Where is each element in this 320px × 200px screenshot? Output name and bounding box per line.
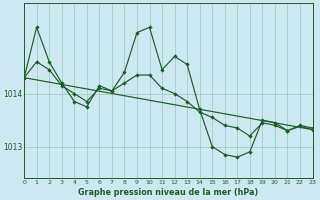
X-axis label: Graphe pression niveau de la mer (hPa): Graphe pression niveau de la mer (hPa) (78, 188, 259, 197)
